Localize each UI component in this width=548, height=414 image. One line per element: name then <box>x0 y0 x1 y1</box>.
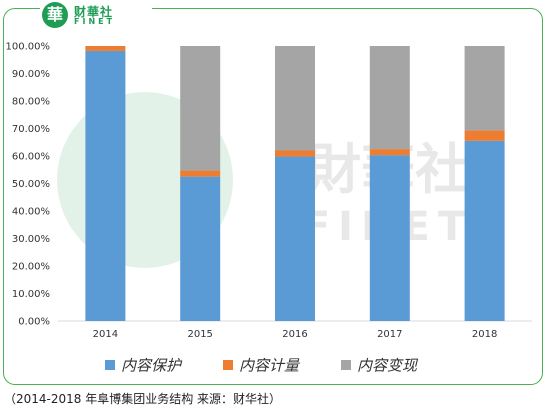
x-tick-label: 2016 <box>282 329 307 340</box>
bar-segment <box>180 170 221 177</box>
bar-segment <box>275 150 315 157</box>
y-tick-label: 60.00% <box>12 152 50 163</box>
bar-segment <box>464 140 505 321</box>
y-tick-label: 10.00% <box>12 289 50 300</box>
legend-swatch <box>223 360 233 370</box>
legend-swatch <box>341 360 351 370</box>
y-tick-label: 80.00% <box>12 97 50 108</box>
bar-segment <box>275 46 315 151</box>
bars <box>85 46 505 321</box>
y-tick-label: 30.00% <box>12 234 50 245</box>
legend-label: 内容保护 <box>121 357 183 375</box>
y-tick-label: 40.00% <box>12 207 50 218</box>
bar-segment <box>464 130 505 141</box>
y-tick-label: 20.00% <box>12 262 50 273</box>
bar-segment <box>369 46 410 150</box>
legend: 内容保护 内容计量 内容变现 <box>105 357 419 375</box>
bar-segment <box>180 46 221 171</box>
bar-segment <box>464 46 505 131</box>
x-tick-label: 2015 <box>187 329 212 340</box>
bar-segment <box>180 176 221 321</box>
bar-segment <box>85 50 126 321</box>
x-tick-label: 2018 <box>472 329 497 340</box>
x-tick-label: 2017 <box>377 329 402 340</box>
logo-seal: 華 <box>42 2 68 28</box>
y-tick-label: 0.00% <box>18 317 50 328</box>
bar-segment <box>369 149 410 156</box>
y-tick-label: 70.00% <box>12 124 50 135</box>
chart-caption: （2014-2018 年阜博集团业务结构 来源：财华社） <box>4 392 282 406</box>
y-tick-label: 90.00% <box>12 69 50 80</box>
y-tick-label: 50.00% <box>12 179 50 190</box>
x-tick-label: 2014 <box>93 329 118 340</box>
legend-swatch <box>105 360 115 370</box>
bar-segment <box>85 46 126 51</box>
legend-label: 内容计量 <box>239 357 301 375</box>
legend-label: 内容变现 <box>357 357 419 375</box>
y-tick-label: 100.00% <box>6 42 51 53</box>
logo-en-text: FINET <box>74 17 116 26</box>
axes: 0.00% 10.00% 20.00% 30.00% 40.00% 50.00% 60.00… <box>6 42 532 340</box>
logo-cn-text: 财華社 <box>74 5 114 19</box>
bar-segment <box>275 156 315 321</box>
bar-segment <box>369 155 410 321</box>
finet-logo: 華 财華社 FINET <box>40 0 152 30</box>
